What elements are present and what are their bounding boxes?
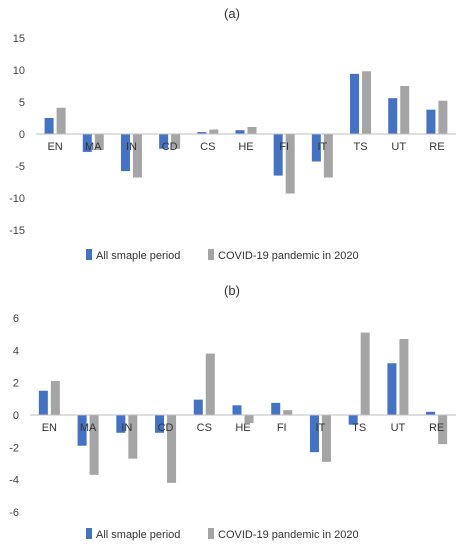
y-tick-label: 2 [13,378,19,390]
x-category-label: FI [279,141,289,153]
bar-covid-2020 [399,339,409,415]
y-tick-label: 0 [19,129,25,141]
chart-b: (b) -6 -4 -2 0 2 4 6 EN MA IN CD CS HE FI IT TS UT RE All s… [9,283,456,541]
x-category-label: CS [197,422,212,434]
bar-all-sample-period [159,134,169,149]
legend-swatch [86,528,92,539]
x-category-label: UT [391,422,406,434]
bar-all-sample-period [348,415,358,425]
y-tick-label: -2 [9,442,19,454]
chart-title: (a) [224,6,240,21]
bar-all-sample-period [426,109,436,134]
bar-all-sample-period [271,402,281,416]
x-category-label: EN [47,141,62,153]
y-tick-label: -6 [9,507,19,519]
x-category-label: UT [391,141,406,153]
bar-covid-2020 [362,71,372,134]
legend-label: COVID-19 pandemic in 2020 [218,250,359,262]
bar-covid-2020 [205,353,215,415]
bar-covid-2020 [323,134,333,178]
bar-all-sample-period [77,415,87,446]
legend-swatch [208,249,214,260]
x-category-label: RE [429,422,444,434]
bar-all-sample-period [116,415,126,433]
bar-all-sample-period [193,399,203,415]
legend-swatch [208,528,214,539]
x-category-label: MA [80,422,97,434]
x-category-label: TS [354,141,368,153]
chart-title: (b) [224,283,240,298]
bar-covid-2020 [283,410,293,415]
legend-label: All smaple period [96,250,180,262]
bar-covid-2020 [128,415,138,459]
y-tick-label: 10 [13,65,25,77]
bar-covid-2020 [438,415,448,445]
legend-swatch [86,249,92,260]
legend-label: COVID-19 pandemic in 2020 [218,529,359,541]
bar-all-sample-period [350,73,360,134]
y-tick-label: 4 [13,345,19,357]
bar-all-sample-period [82,134,92,152]
bar-covid-2020 [438,100,448,134]
bar-covid-2020 [400,86,410,134]
bar-all-sample-period [273,134,283,176]
bar-all-sample-period [197,132,207,134]
bar-all-sample-period [311,134,321,162]
x-category-label: HE [238,141,253,153]
bar-all-sample-period [120,134,130,172]
bar-covid-2020 [360,332,370,415]
x-category-label: TS [352,422,366,434]
x-category-label: CS [200,141,215,153]
legend-label: All smaple period [96,529,180,541]
bar-covid-2020 [167,415,177,483]
bar-all-sample-period [309,415,319,453]
x-category-label: CD [158,422,174,434]
bar-covid-2020 [50,381,60,415]
x-category-label: IT [317,141,327,153]
bar-covid-2020 [171,134,181,149]
bar-all-sample-period [38,390,48,415]
x-category-label: CD [162,141,178,153]
bar-all-sample-period [426,411,436,415]
y-tick-label: 6 [13,313,19,325]
bar-all-sample-period [387,363,397,415]
bar-covid-2020 [244,415,254,424]
y-tick-label: -5 [15,161,25,173]
x-category-label: IN [121,422,132,434]
y-tick-label: -10 [9,193,25,205]
chart-a: (a) -15 -10 -5 0 5 10 15 EN MA IN CD CS HE FI IT TS UT RE A… [9,6,456,262]
bar-covid-2020 [132,134,142,178]
bar-covid-2020 [321,415,331,462]
x-category-label: MA [85,141,102,153]
x-category-label: IT [316,422,326,434]
bar-all-sample-period [44,118,54,134]
bar-covid-2020 [285,134,295,194]
bar-covid-2020 [209,129,219,134]
y-tick-label: 0 [13,410,19,422]
x-category-label: RE [429,141,444,153]
x-category-label: EN [42,422,57,434]
x-category-label: HE [235,422,250,434]
x-category-label: FI [277,422,287,434]
bar-covid-2020 [89,415,99,475]
bar-all-sample-period [155,415,165,433]
y-tick-label: 15 [13,33,25,45]
y-tick-label: -4 [9,475,19,487]
bar-all-sample-period [232,405,242,415]
bar-covid-2020 [247,126,257,134]
bar-all-sample-period [235,130,245,134]
y-tick-label: -15 [9,225,25,237]
y-tick-label: 5 [19,97,25,109]
x-category-label: IN [126,141,137,153]
bar-covid-2020 [56,107,66,134]
bar-covid-2020 [94,134,104,150]
bar-all-sample-period [388,98,398,134]
